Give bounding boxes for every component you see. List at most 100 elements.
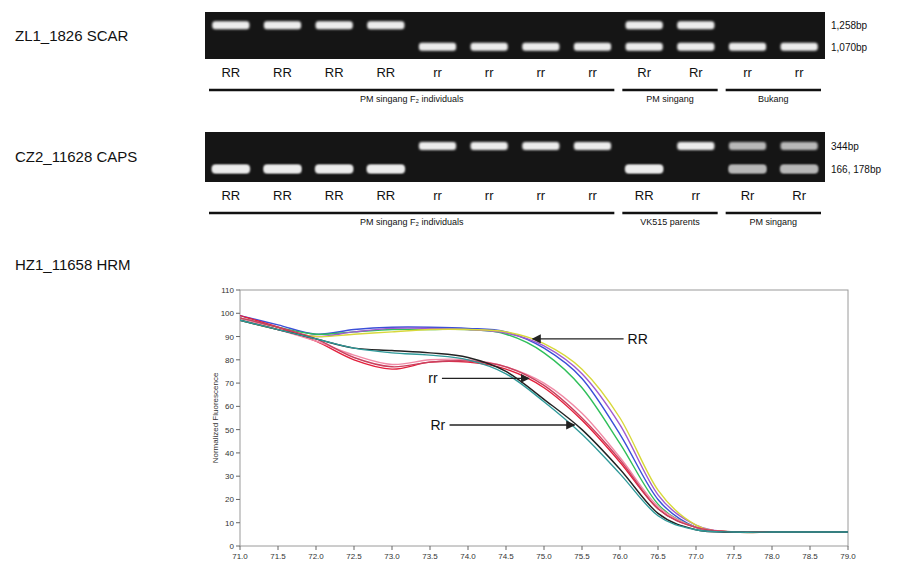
gel-band [574, 142, 611, 150]
curves [240, 316, 848, 533]
annotation-arrow [533, 338, 624, 339]
gel-title: ZL1_1826 SCAR [15, 27, 129, 44]
x-tick-label: 71.0 [232, 552, 248, 561]
x-tick-label: 74.5 [498, 552, 514, 561]
melt-curve [240, 316, 848, 533]
group-label: PM singang F₂ individuals [360, 217, 464, 227]
y-tick-label: 40 [225, 449, 234, 458]
x-tick [354, 546, 355, 550]
y-tick-label: 100 [221, 309, 235, 318]
x-tick [734, 546, 735, 550]
y-tick-label: 70 [225, 379, 234, 388]
x-tick [392, 546, 393, 550]
gel-band [212, 165, 249, 173]
gel-band [729, 142, 766, 150]
lane-genotype: RR [273, 188, 292, 203]
x-tick [810, 546, 811, 550]
melt-curve [240, 320, 848, 532]
x-tick-label: 75.5 [574, 552, 590, 561]
y-tick [236, 429, 240, 430]
x-tick-label: 71.5 [270, 552, 286, 561]
x-tick [544, 546, 545, 550]
lane-genotype: rr [433, 65, 442, 80]
y-tick [236, 546, 240, 547]
lane-genotype: RR [376, 188, 395, 203]
group-label: PM singang F₂ individuals [360, 94, 464, 104]
gel-band [781, 142, 818, 150]
gel-title: CZ2_11628 CAPS [15, 148, 137, 165]
y-tick [236, 522, 240, 523]
lane-genotype: Rr [741, 188, 755, 203]
lane-genotype: Rr [637, 65, 651, 80]
x-tick [658, 546, 659, 550]
group-bracket [209, 212, 614, 215]
figure: ZL1_1826 SCAR1,258bp1,070bpRRRRRRRRrrrrr… [0, 0, 899, 572]
gel-band [367, 165, 404, 173]
lane-genotype: RR [376, 65, 395, 80]
melt-curve [240, 316, 848, 533]
lane-genotype: RR [221, 65, 240, 80]
lane-genotype: RR [325, 188, 344, 203]
y-tick-label: 30 [225, 472, 234, 481]
gel-band [626, 165, 663, 173]
gel-band [367, 165, 404, 173]
y-tick-label: 80 [225, 356, 234, 365]
gel-band [626, 43, 663, 51]
y-tick [236, 290, 240, 291]
gel-band [574, 43, 611, 51]
x-tick-label: 79.0 [840, 552, 856, 561]
hrm-chart: HZ1_11658 HRM010203040506070809010011071… [15, 256, 856, 561]
size-marker-label: 344bp [831, 141, 859, 152]
x-tick-label: 75.0 [536, 552, 552, 561]
melt-curve [240, 320, 848, 532]
x-tick-label: 77.5 [726, 552, 742, 561]
melt-curve [240, 320, 848, 532]
gel-band [367, 21, 404, 29]
gel-band [264, 21, 301, 29]
x-tick [506, 546, 507, 550]
gel-band [419, 142, 456, 150]
gel-band [781, 165, 818, 173]
lane-genotype: RR [635, 188, 654, 203]
gel-band [212, 21, 249, 29]
melt-curve [240, 318, 848, 532]
x-tick-label: 78.0 [764, 552, 780, 561]
lane-genotype: rr [795, 65, 804, 80]
gel-background [205, 132, 825, 182]
chart-title: HZ1_11658 HRM [15, 256, 131, 273]
x-tick [468, 546, 469, 550]
lane-genotype: rr [536, 65, 545, 80]
gel-band [522, 43, 559, 51]
melt-curve [240, 318, 848, 532]
group-bracket [622, 212, 717, 215]
gel-band [626, 165, 663, 173]
y-tick-label: 110 [221, 286, 234, 295]
x-tick-label: 76.0 [612, 552, 628, 561]
group-label: PM singang [750, 217, 798, 227]
gel-band [626, 21, 663, 29]
lane-genotype: rr [536, 188, 545, 203]
lane-genotype: rr [588, 188, 597, 203]
x-tick [696, 546, 697, 550]
y-tick [236, 313, 240, 314]
group-label: PM singang [646, 94, 694, 104]
gel-band [781, 165, 818, 173]
gel-band [212, 165, 249, 173]
group-label: Bukang [758, 94, 789, 104]
size-marker-label: 166, 178bp [831, 164, 881, 175]
y-tick-label: 0 [230, 542, 235, 551]
annotation-label-ground [426, 369, 440, 387]
lane-genotype: rr [588, 65, 597, 80]
group-bracket [622, 89, 717, 92]
x-tick-label: 74.0 [460, 552, 476, 561]
y-tick [236, 499, 240, 500]
gel-background [205, 12, 825, 59]
y-tick [236, 452, 240, 453]
y-tick [236, 406, 240, 407]
x-tick [430, 546, 431, 550]
y-tick-label: 60 [225, 402, 234, 411]
gel-band [316, 21, 353, 29]
x-tick [240, 546, 241, 550]
y-tick-label: 90 [225, 333, 234, 342]
gel-panel: ZL1_1826 SCAR1,258bp1,070bpRRRRRRRRrrrrr… [15, 12, 868, 104]
